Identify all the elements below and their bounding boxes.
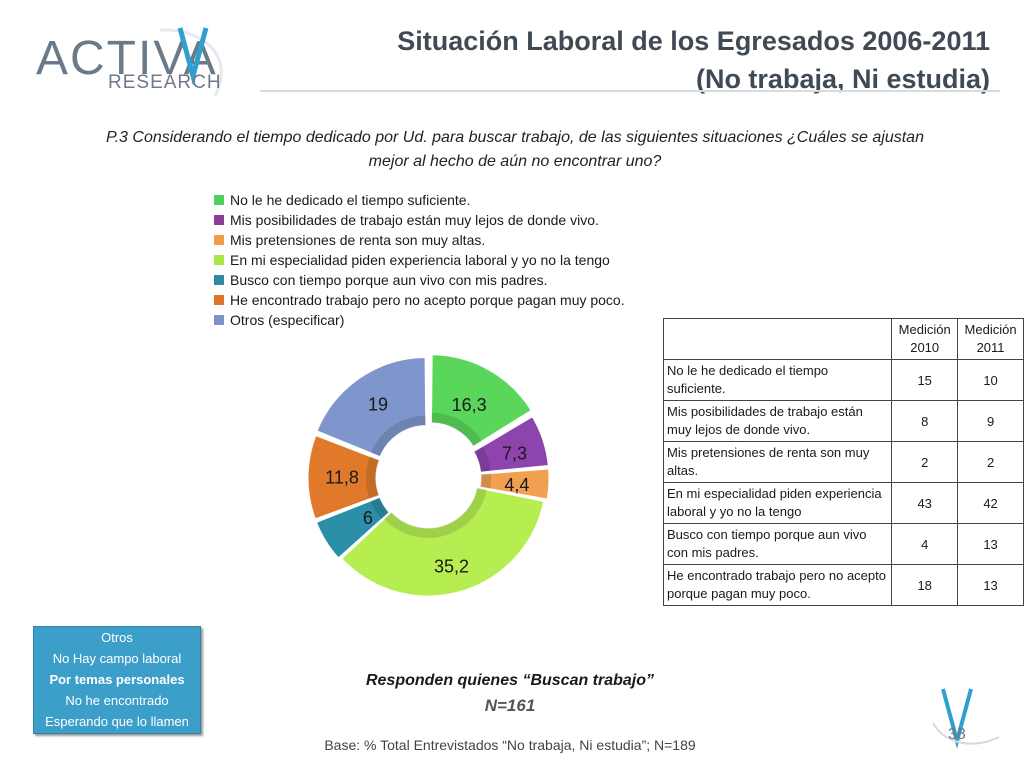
table-cell-2011: 42 bbox=[957, 482, 1024, 524]
legend-item: No le he dedicado el tiempo suficiente. bbox=[214, 190, 625, 210]
legend-label: Mis pretensiones de renta son muy altas. bbox=[230, 232, 486, 248]
page-title: Situación Laboral de los Egresados 2006-… bbox=[397, 22, 990, 98]
question-text: P.3 Considerando el tiempo dedicado por … bbox=[40, 126, 990, 174]
legend-item: Otros (especificar) bbox=[214, 310, 625, 330]
donut-data-label: 7,3 bbox=[502, 444, 527, 464]
others-line: Por temas personales bbox=[49, 672, 185, 687]
table-cell-2011: 9 bbox=[957, 400, 1024, 442]
donut-slice-shade bbox=[480, 473, 491, 489]
table-cell-2011: 13 bbox=[957, 564, 1024, 606]
table-row-label: Busco con tiempo porque aun vivo con mis… bbox=[662, 523, 893, 565]
table-row: He encontrado trabajo pero no acepto por… bbox=[662, 564, 1024, 606]
donut-slice bbox=[473, 416, 549, 473]
donut-slice bbox=[430, 354, 532, 448]
donut-slice bbox=[341, 487, 545, 597]
question-line-2: mejor al hecho de aún no encontrar uno? bbox=[368, 153, 662, 170]
others-box: Otros No Hay campo laboral Por temas per… bbox=[33, 626, 201, 734]
table-header-empty bbox=[662, 318, 893, 360]
table-cell-2010: 43 bbox=[891, 482, 959, 524]
legend-swatch bbox=[214, 215, 224, 225]
legend-swatch bbox=[214, 275, 224, 285]
table-row: No le he dedicado el tiempo suficiente. 1… bbox=[662, 359, 1024, 401]
table-header-2011: Medición 2011 bbox=[957, 318, 1024, 360]
table-row-label: He encontrado trabajo pero no acepto por… bbox=[662, 564, 893, 606]
table-cell-2010: 8 bbox=[891, 400, 959, 442]
table-header-2010: Medición 2010 bbox=[891, 318, 959, 360]
title-line-2: (No trabaja, Ni estudia) bbox=[695, 64, 990, 94]
donut-slice-shade bbox=[431, 412, 482, 447]
legend-label: Mis posibilidades de trabajo están muy l… bbox=[230, 212, 599, 228]
table-row-label: No le he dedicado el tiempo suficiente. bbox=[662, 359, 893, 401]
table-cell-2010: 4 bbox=[891, 523, 959, 565]
title-line-1: Situación Laboral de los Egresados 2006-… bbox=[397, 26, 990, 56]
activa-research-logo: ACTIVA bbox=[36, 27, 223, 97]
legend-swatch bbox=[214, 235, 224, 245]
donut-slice bbox=[479, 468, 550, 500]
table-cell-2011: 13 bbox=[957, 523, 1024, 565]
legend-item: Busco con tiempo porque aun vivo con mis… bbox=[214, 270, 625, 290]
donut-chart: 16,3 7,3 4,4 35,2 6 11,8 19 bbox=[307, 354, 550, 597]
donut-slice-shade bbox=[384, 487, 487, 538]
table-cell-2010: 18 bbox=[891, 564, 959, 606]
legend-label: No le he dedicado el tiempo suficiente. bbox=[230, 192, 471, 208]
table-header-row: Medición 2010 Medición 2011 bbox=[662, 318, 1024, 360]
donut-slice-shade bbox=[370, 415, 426, 457]
comparison-table: Medición 2010 Medición 2011 No le he ded… bbox=[662, 318, 1024, 606]
legend-item: He encontrado trabajo pero no acepto por… bbox=[214, 290, 625, 310]
others-line: No he encontrado bbox=[65, 693, 169, 708]
legend-item: Mis pretensiones de renta son muy altas. bbox=[214, 230, 625, 250]
table-cell-2010: 15 bbox=[891, 359, 959, 401]
others-line: Esperando que lo llamen bbox=[45, 714, 189, 729]
donut-data-label: 6 bbox=[363, 508, 373, 528]
legend-item: Mis posibilidades de trabajo están muy l… bbox=[214, 210, 625, 230]
table-cell-2010: 2 bbox=[891, 441, 959, 483]
legend-label: He encontrado trabajo pero no acepto por… bbox=[230, 292, 625, 308]
table-cell-2011: 2 bbox=[957, 441, 1024, 483]
legend-swatch bbox=[214, 195, 224, 205]
donut-slice-shade bbox=[366, 456, 380, 499]
sample-size: N=161 bbox=[484, 696, 536, 715]
page-number: 38 bbox=[948, 726, 966, 743]
table-row: Mis posibilidades de trabajo están muy l… bbox=[662, 400, 1024, 442]
others-line: Otros bbox=[101, 630, 133, 645]
donut-data-label: 19 bbox=[368, 394, 388, 414]
respondents-note: Responden quienes “Buscan trabajo” bbox=[365, 672, 655, 689]
table-row: Busco con tiempo porque aun vivo con mis… bbox=[662, 523, 1024, 565]
table-row-label: Mis pretensiones de renta son muy altas. bbox=[662, 441, 893, 483]
donut-slice bbox=[307, 435, 380, 520]
legend-item: En mi especialidad piden experiencia lab… bbox=[214, 250, 625, 270]
donut-data-label: 4,4 bbox=[504, 475, 529, 495]
donut-slice-shade bbox=[473, 446, 491, 473]
donut-slice bbox=[315, 496, 390, 559]
donut-data-label: 35,2 bbox=[434, 557, 469, 577]
table-row: En mi especialidad piden experiencia lab… bbox=[662, 482, 1024, 524]
table-row-label: Mis posibilidades de trabajo están muy l… bbox=[662, 400, 893, 442]
legend-label: Otros (especificar) bbox=[230, 312, 345, 328]
legend-swatch bbox=[214, 295, 224, 305]
donut-slice bbox=[316, 357, 427, 458]
base-note: Base: % Total Entrevistados “No trabaja,… bbox=[324, 737, 696, 753]
legend-label: Busco con tiempo porque aun vivo con mis… bbox=[230, 272, 548, 288]
table-cell-2011: 10 bbox=[957, 359, 1024, 401]
donut-data-label: 11,8 bbox=[325, 467, 359, 487]
chart-legend: No le he dedicado el tiempo suficiente. M… bbox=[214, 190, 625, 330]
logo-subtext: RESEARCH bbox=[108, 72, 222, 93]
legend-swatch bbox=[214, 255, 224, 265]
others-line: No Hay campo laboral bbox=[52, 651, 182, 666]
legend-swatch bbox=[214, 315, 224, 325]
donut-slice-shade bbox=[370, 497, 390, 520]
table-row-label: En mi especialidad piden experiencia lab… bbox=[662, 482, 893, 524]
title-divider bbox=[260, 90, 1000, 92]
question-line-1: P.3 Considerando el tiempo dedicado por … bbox=[106, 129, 924, 146]
table-row: Mis pretensiones de renta son muy altas.… bbox=[662, 441, 1024, 483]
corner-logo-icon bbox=[932, 688, 1000, 749]
donut-data-label: 16,3 bbox=[452, 395, 487, 415]
legend-label: En mi especialidad piden experiencia lab… bbox=[230, 252, 610, 268]
